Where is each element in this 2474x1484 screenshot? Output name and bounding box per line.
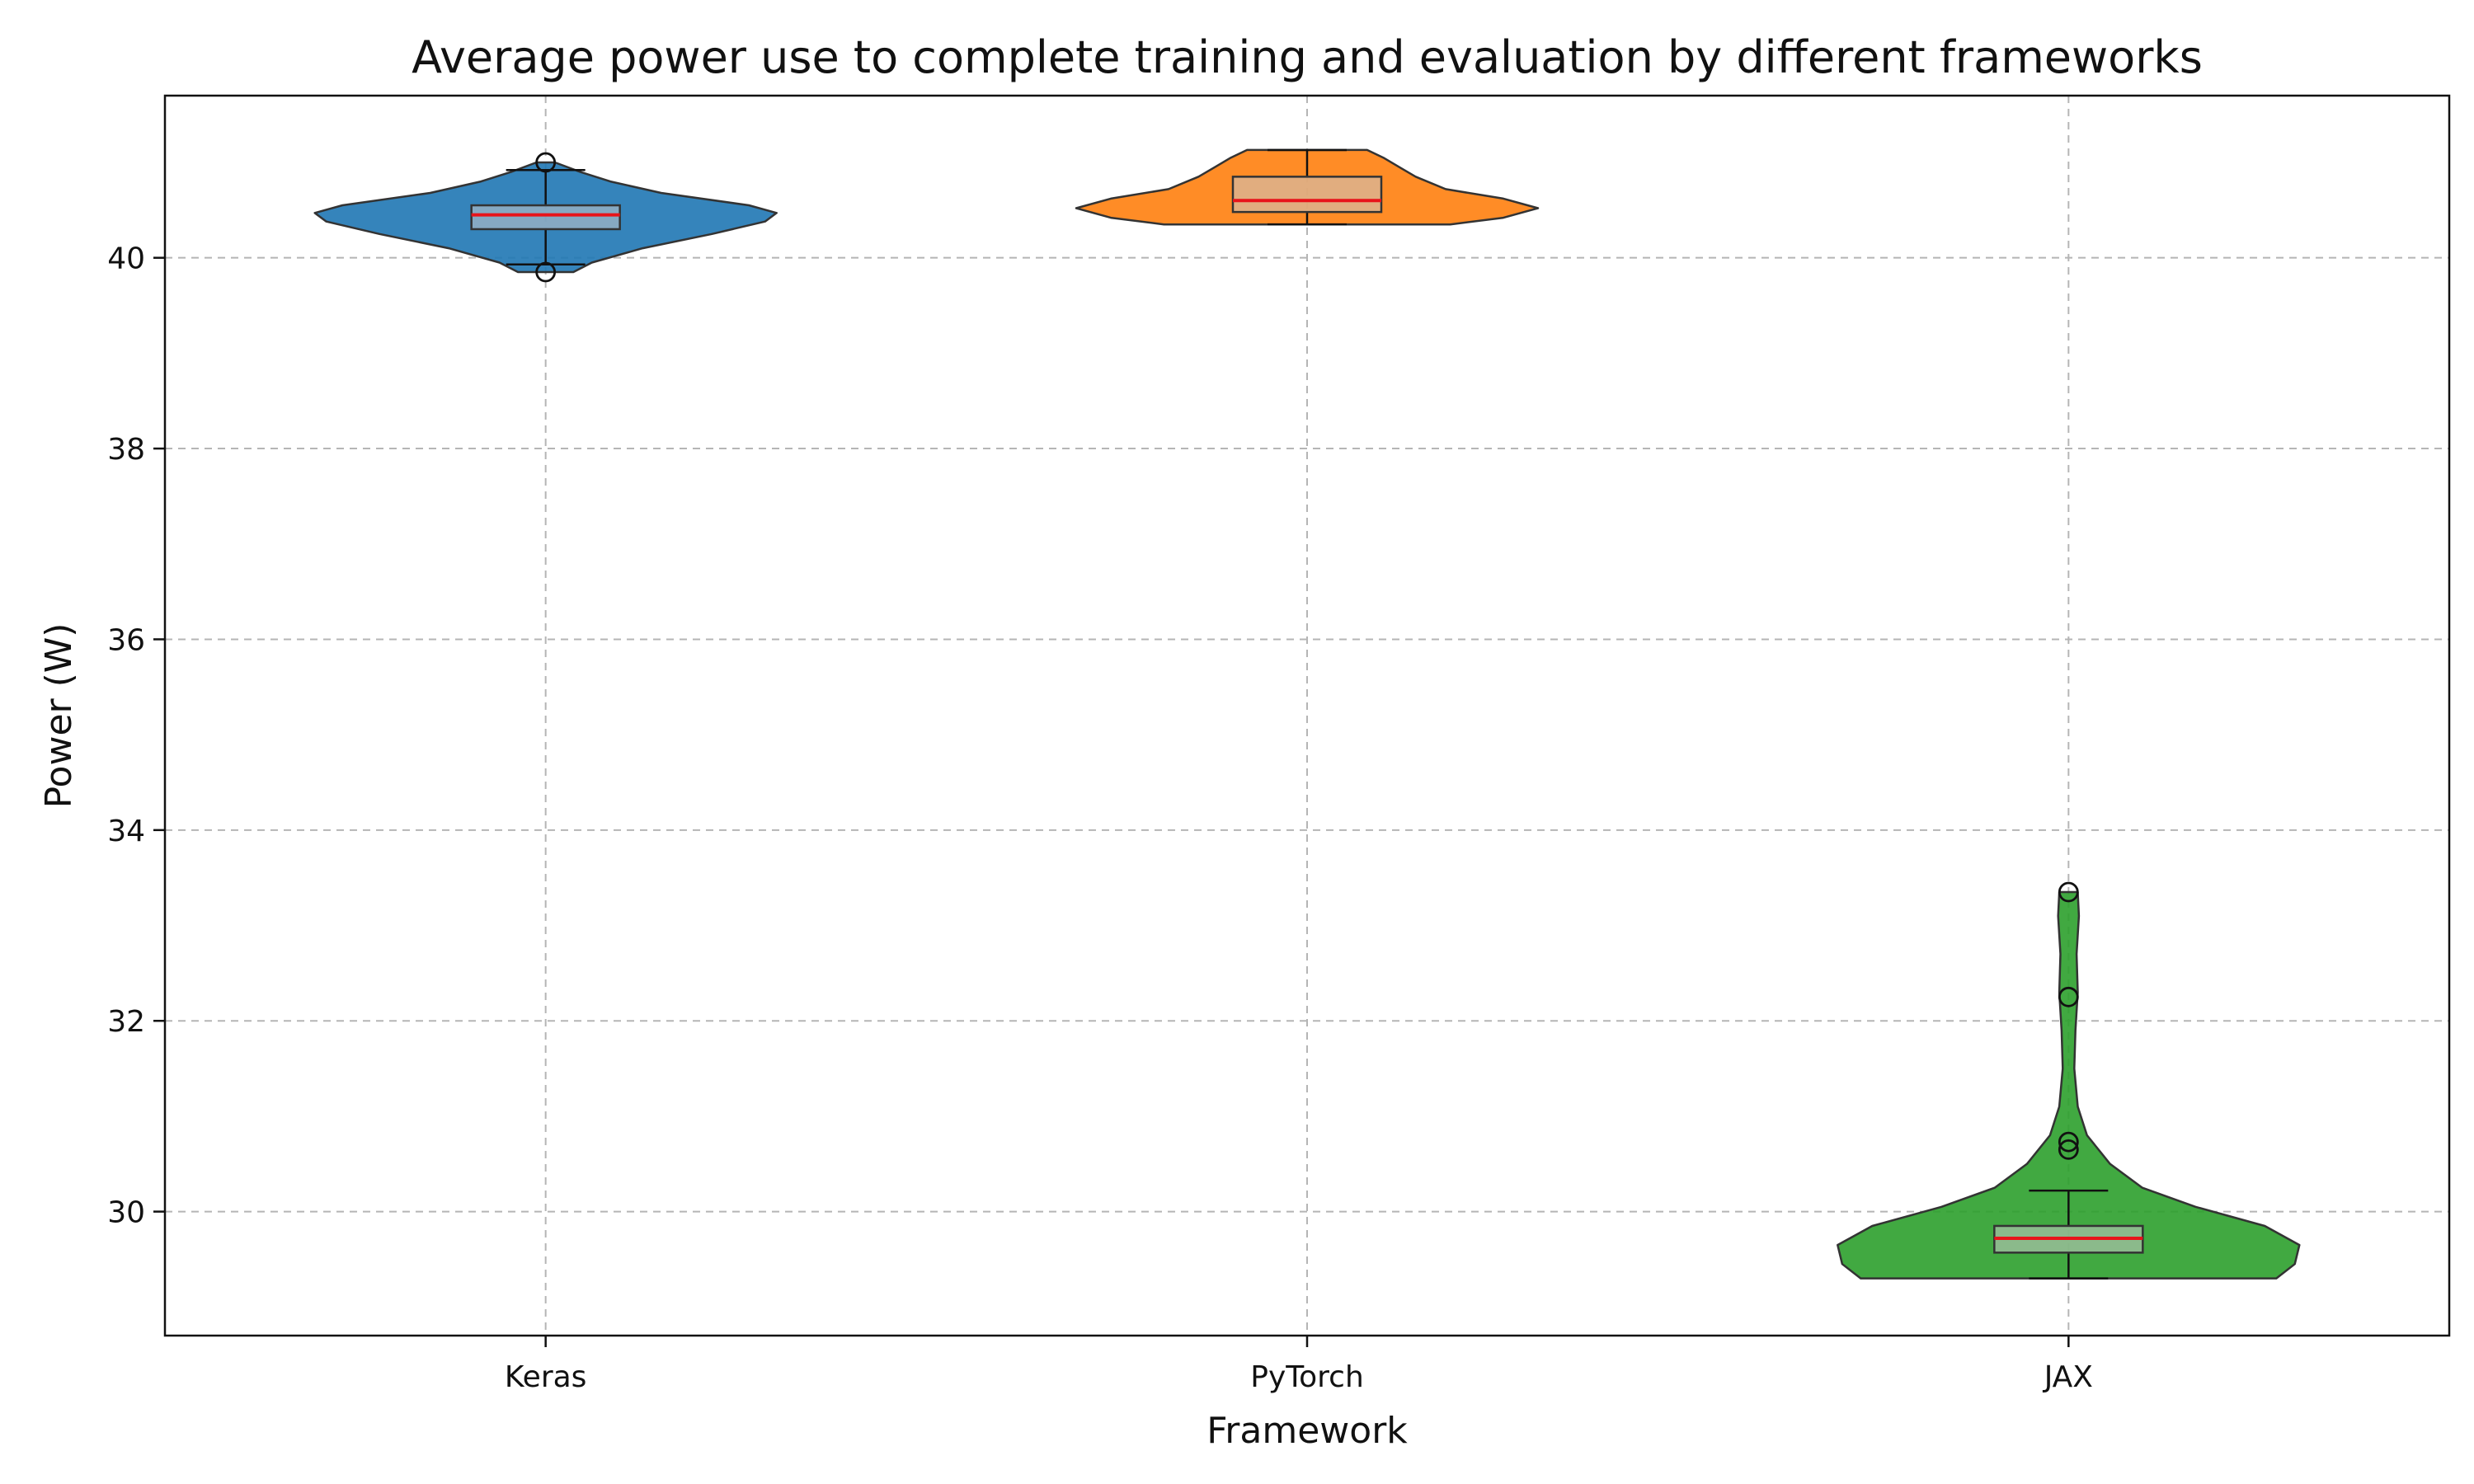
iqr-box-pytorch (1231, 176, 1383, 214)
grid-layer (165, 96, 2449, 1336)
y-axis-label: Power (W) (38, 623, 80, 809)
axis-layer: 30 32 34 36 38 40 Keras PyTorch JAX (107, 242, 2093, 1394)
iqr-box-keras (470, 204, 621, 231)
x-tick-label: PyTorch (1250, 1360, 1364, 1394)
y-tick-label: 30 (107, 1196, 145, 1230)
x-axis-label: Framework (1206, 1410, 1408, 1452)
y-tick-label: 32 (107, 1005, 145, 1039)
y-tick-label: 40 (107, 242, 145, 276)
x-tick-label: JAX (2043, 1360, 2093, 1394)
y-tick-label: 38 (107, 433, 145, 467)
outlier-point-jax (2058, 1139, 2079, 1160)
x-tick-label: Keras (505, 1360, 587, 1394)
outlier-point-jax (2058, 986, 2079, 1007)
chart-title: Average power use to complete training a… (412, 31, 2203, 83)
box-layer (470, 148, 2144, 1280)
outlier-point-keras (535, 261, 557, 283)
outlier-point-jax (2058, 881, 2079, 903)
y-tick-label: 34 (107, 815, 145, 848)
outlier-point-jax (2058, 1131, 2079, 1153)
violin-layer (313, 148, 2301, 1280)
y-tick-label: 36 (107, 623, 145, 657)
outlier-point-keras (535, 152, 557, 173)
